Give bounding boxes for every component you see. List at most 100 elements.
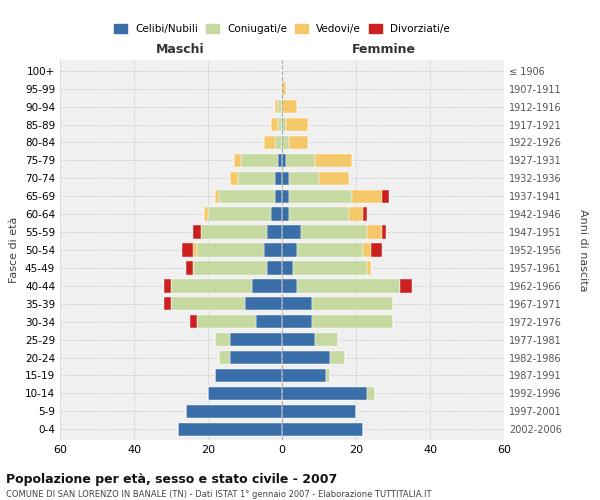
Bar — [182, 244, 193, 256]
Bar — [282, 333, 316, 346]
Bar — [382, 226, 386, 239]
Bar — [282, 208, 289, 221]
Legend: Celibi/Nubili, Coniugati/e, Vedovi/e, Divorziati/e: Celibi/Nubili, Coniugati/e, Vedovi/e, Di… — [110, 20, 454, 38]
Bar — [164, 279, 171, 292]
Bar — [186, 404, 282, 418]
Bar — [282, 351, 330, 364]
Bar — [319, 172, 349, 185]
Bar — [282, 315, 311, 328]
Bar — [311, 297, 393, 310]
Bar — [271, 118, 278, 131]
Bar — [367, 261, 371, 274]
Bar — [297, 244, 364, 256]
Bar — [367, 386, 374, 400]
Text: Maschi: Maschi — [155, 43, 204, 56]
Bar — [193, 226, 200, 239]
Bar — [282, 369, 326, 382]
Bar — [275, 190, 282, 203]
Bar — [289, 208, 349, 221]
Bar — [282, 261, 293, 274]
Bar — [382, 190, 389, 203]
Bar — [371, 244, 382, 256]
Bar — [282, 404, 356, 418]
Bar — [230, 351, 282, 364]
Bar — [352, 190, 382, 203]
Bar — [289, 190, 352, 203]
Bar — [230, 333, 282, 346]
Bar — [253, 279, 282, 292]
Bar — [278, 154, 282, 167]
Bar — [230, 172, 238, 185]
Bar — [326, 369, 330, 382]
Bar — [263, 244, 282, 256]
Bar — [263, 136, 275, 149]
Bar — [311, 315, 393, 328]
Text: Femmine: Femmine — [352, 43, 416, 56]
Bar — [267, 261, 282, 274]
Bar — [278, 118, 282, 131]
Bar — [186, 261, 193, 274]
Bar — [297, 279, 400, 292]
Bar — [282, 172, 289, 185]
Bar — [282, 154, 286, 167]
Bar — [215, 190, 219, 203]
Bar — [204, 208, 208, 221]
Bar — [282, 297, 311, 310]
Bar — [316, 333, 337, 346]
Bar — [282, 190, 289, 203]
Bar — [190, 315, 197, 328]
Bar — [200, 226, 267, 239]
Bar — [282, 386, 367, 400]
Bar — [164, 297, 171, 310]
Bar — [275, 172, 282, 185]
Bar — [256, 315, 282, 328]
Bar — [208, 386, 282, 400]
Bar — [215, 333, 230, 346]
Bar — [282, 226, 301, 239]
Bar — [215, 369, 282, 382]
Bar — [282, 279, 297, 292]
Bar — [238, 172, 275, 185]
Bar — [171, 297, 245, 310]
Bar — [193, 244, 197, 256]
Bar — [219, 190, 275, 203]
Bar — [171, 279, 253, 292]
Bar — [193, 261, 267, 274]
Bar — [330, 351, 345, 364]
Bar — [286, 118, 308, 131]
Bar — [197, 315, 256, 328]
Bar — [400, 279, 412, 292]
Bar — [282, 422, 364, 436]
Bar — [364, 208, 367, 221]
Bar — [278, 100, 282, 114]
Bar — [293, 261, 367, 274]
Bar — [289, 172, 319, 185]
Text: COMUNE DI SAN LORENZO IN BANALE (TN) - Dati ISTAT 1° gennaio 2007 - Elaborazione: COMUNE DI SAN LORENZO IN BANALE (TN) - D… — [6, 490, 431, 499]
Text: Popolazione per età, sesso e stato civile - 2007: Popolazione per età, sesso e stato civil… — [6, 472, 337, 486]
Bar — [282, 100, 297, 114]
Y-axis label: Anni di nascita: Anni di nascita — [578, 209, 589, 291]
Bar — [219, 351, 230, 364]
Bar — [245, 297, 282, 310]
Bar — [286, 154, 316, 167]
Bar — [282, 118, 286, 131]
Bar — [289, 136, 308, 149]
Bar — [234, 154, 241, 167]
Bar — [271, 208, 282, 221]
Bar — [275, 136, 282, 149]
Bar — [282, 244, 297, 256]
Bar — [316, 154, 352, 167]
Bar — [301, 226, 367, 239]
Bar — [275, 100, 278, 114]
Bar — [349, 208, 364, 221]
Bar — [364, 244, 371, 256]
Bar — [197, 244, 263, 256]
Bar — [282, 82, 286, 96]
Bar — [267, 226, 282, 239]
Bar — [208, 208, 271, 221]
Y-axis label: Fasce di età: Fasce di età — [10, 217, 19, 283]
Bar — [282, 136, 289, 149]
Bar — [367, 226, 382, 239]
Bar — [178, 422, 282, 436]
Bar — [241, 154, 278, 167]
